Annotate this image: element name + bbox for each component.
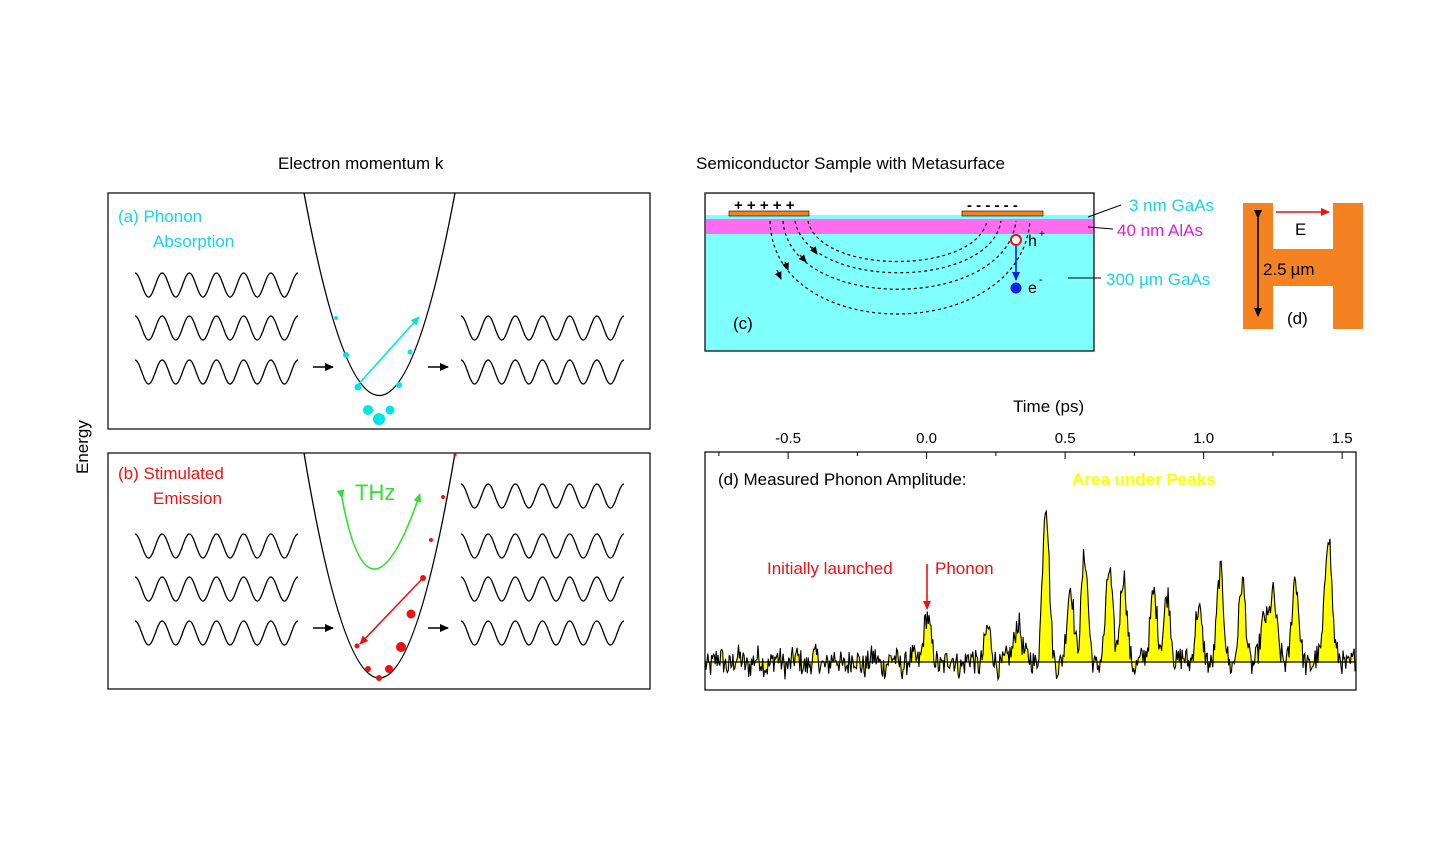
- panel-a-dispersion-parabola: [303, 193, 456, 396]
- right-metal-electrode: [961, 210, 1044, 217]
- field-label: E: [1295, 220, 1306, 239]
- phonon-wave: [460, 620, 625, 646]
- panel-a-title-line1: (a) Phonon: [118, 207, 202, 226]
- electron-population-dots-a: [334, 316, 413, 425]
- incoming-phonon-waves-b: [134, 533, 299, 646]
- sample-cross-section: + + + + + - - - - - - h + e - (c) 3 nm G…: [704, 192, 1214, 352]
- thz-emission-arrow: [336, 489, 422, 570]
- field-lines: [769, 220, 1031, 315]
- trace-panel: Time (ps) -0.5 0.0 0.5 1.0 1.5 (d) Measured …: [704, 397, 1357, 691]
- phonon-wave: [460, 533, 625, 559]
- time-axis-title: Time (ps): [1013, 397, 1084, 416]
- sample-title: Semiconductor Sample with Metasurface: [696, 154, 1005, 173]
- phonon-wave: [460, 576, 625, 602]
- electron-marker: [1010, 282, 1022, 294]
- annotation-phonon: Phonon: [935, 559, 994, 578]
- panel-a-frame: [107, 192, 651, 430]
- absorption-transition-arrow: [355, 316, 420, 388]
- resonator-panel-tag: (d): [1287, 309, 1308, 328]
- trace-frame: [704, 451, 1357, 691]
- layer-label-alas: 40 nm AlAs: [1117, 221, 1203, 240]
- panel-b-frame: [107, 452, 651, 690]
- phonon-wave: [460, 359, 625, 385]
- panel-a-title-line2: Absorption: [153, 232, 234, 251]
- resonator-right-bar: [1333, 203, 1363, 329]
- resonator-crossbar: [1273, 249, 1333, 286]
- gaas-cap-layer: [706, 215, 1093, 219]
- alas-barrier-layer: [706, 219, 1093, 234]
- phonon-wave: [134, 272, 299, 298]
- phonon-amplitude-trace: [705, 509, 1356, 682]
- phonon-trace: [705, 509, 1356, 682]
- white-top-area: [706, 194, 1093, 215]
- thz-label: THz: [355, 480, 395, 505]
- momentum-axis-label: Electron momentum k: [278, 154, 444, 173]
- incoming-phonon-waves-a: [134, 272, 299, 385]
- electron-population-dots-b: [354, 453, 457, 681]
- trace-legend: Area under Peaks: [1072, 470, 1216, 489]
- phonon-wave: [134, 576, 299, 602]
- layer-label-gaas-cap: 3 nm GaAs: [1129, 196, 1214, 215]
- panel-b-title-line2: Emission: [153, 489, 222, 508]
- phonon-wave: [134, 359, 299, 385]
- size-label: 2.5 µm: [1263, 260, 1315, 279]
- h-resonator: E 2.5 µm (d): [1243, 203, 1363, 329]
- hole-marker: [1010, 234, 1022, 246]
- electron-label: e: [1028, 280, 1037, 297]
- phonon-wave: [134, 315, 299, 341]
- time-tick-marks: [718, 452, 1343, 459]
- sample-panel-tag: (c): [733, 314, 753, 333]
- phonon-wave: [134, 533, 299, 559]
- time-tick-label: -0.5: [775, 430, 801, 447]
- time-tick-labels: -0.5 0.0 0.5 1.0 1.5: [775, 430, 1352, 447]
- panel-a-phonon-absorption: (a) Phonon Absorption: [107, 192, 651, 430]
- electron-superscript: -: [1039, 274, 1043, 286]
- field-arrowheads: [774, 246, 818, 280]
- hole-superscript: +: [1039, 229, 1045, 240]
- phonon-wave: [134, 620, 299, 646]
- phonon-wave: [460, 483, 625, 509]
- negative-charges: - - - - - -: [967, 197, 1018, 214]
- emission-transition-arrow: [359, 577, 424, 645]
- outgoing-phonon-waves-b: [460, 483, 625, 646]
- energy-axis-label: Energy: [73, 420, 92, 474]
- time-tick-label: 0.0: [916, 430, 937, 447]
- trace-title: (d) Measured Phonon Amplitude:: [718, 470, 967, 489]
- layer-label-substrate: 300 µm GaAs: [1106, 270, 1210, 289]
- hole-label: h: [1028, 233, 1037, 250]
- layer-leader-lines: [1068, 204, 1122, 279]
- panel-b-title-line1: (b) Stimulated: [118, 464, 224, 483]
- panel-b-stimulated-emission: (b) Stimulated Emission THz: [107, 452, 651, 690]
- positive-charges: + + + + +: [734, 197, 795, 214]
- phonon-wave: [460, 315, 625, 341]
- left-metal-electrode: [728, 210, 810, 217]
- time-tick-label: 0.5: [1055, 430, 1076, 447]
- time-tick-label: 1.0: [1193, 430, 1214, 447]
- time-tick-label: 1.5: [1332, 430, 1353, 447]
- outgoing-phonon-waves-a: [460, 315, 625, 385]
- annotation-initially-launched: Initially launched: [767, 559, 893, 578]
